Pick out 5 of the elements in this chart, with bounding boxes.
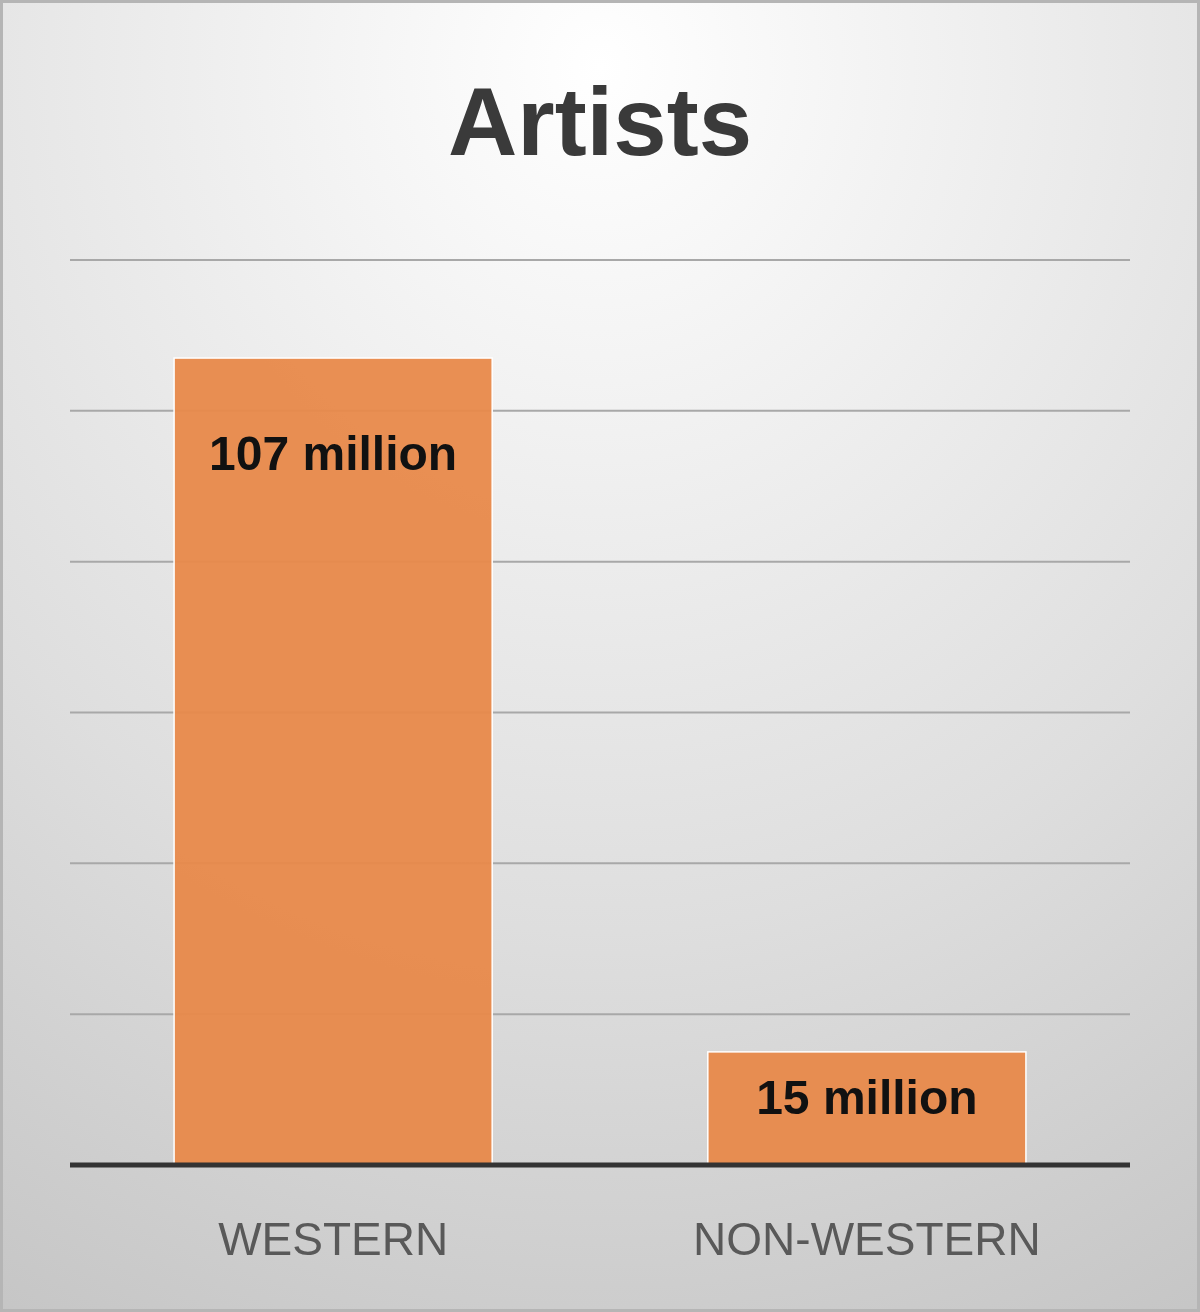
chart-title: Artists (447, 68, 753, 175)
x-tick-label: NON-WESTERN (693, 1213, 1041, 1265)
data-label: 107 million (209, 426, 458, 480)
x-tick-label: WESTERN (218, 1213, 449, 1265)
data-label: 15 million (756, 1070, 978, 1124)
